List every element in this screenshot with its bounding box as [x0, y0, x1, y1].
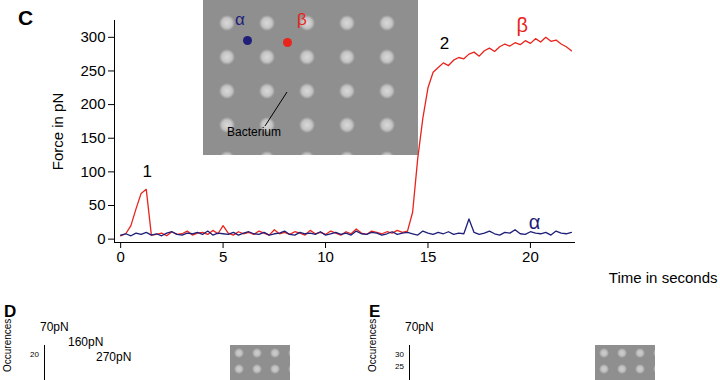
- html-text:25: 25: [395, 362, 404, 371]
- svg-text:Time in seconds: Time in seconds: [609, 269, 718, 286]
- html-text:160pN: 160pN: [68, 335, 104, 349]
- html-text:Bacterium: Bacterium: [227, 125, 281, 139]
- html-text:70pN: 70pN: [40, 320, 69, 334]
- svg-text:150: 150: [80, 129, 105, 146]
- html-text:E: E: [369, 302, 381, 321]
- svg-text:10: 10: [317, 248, 334, 265]
- svg-text:300: 300: [80, 28, 105, 45]
- html-text:70pN: 70pN: [405, 320, 434, 334]
- html-text:20: 20: [30, 350, 39, 359]
- svg-text:15: 15: [420, 248, 437, 265]
- svg-text:α: α: [529, 211, 541, 233]
- html-text:Occurences: Occurences: [367, 318, 378, 372]
- html-text:270pN: 270pN: [96, 350, 132, 364]
- svg-text:Force in pN: Force in pN: [49, 93, 66, 171]
- svg-text:20: 20: [522, 248, 539, 265]
- html-text:β: β: [297, 10, 307, 29]
- svg-text:100: 100: [80, 163, 105, 180]
- svg-text:0: 0: [97, 230, 105, 247]
- svg-text:1: 1: [143, 162, 152, 181]
- svg-text:5: 5: [219, 248, 227, 265]
- html-text:α: α: [235, 10, 245, 29]
- html-text:D: D: [4, 302, 17, 321]
- svg-text:β: β: [516, 14, 528, 36]
- svg-text:0: 0: [116, 248, 124, 265]
- svg-text:200: 200: [80, 95, 105, 112]
- svg-text:250: 250: [80, 62, 105, 79]
- html-text:C: C: [18, 6, 34, 29]
- svg-text:50: 50: [89, 196, 106, 213]
- svg-text:2: 2: [440, 34, 449, 53]
- html-text:30: 30: [395, 350, 404, 359]
- html-text:Occurences: Occurences: [2, 318, 13, 372]
